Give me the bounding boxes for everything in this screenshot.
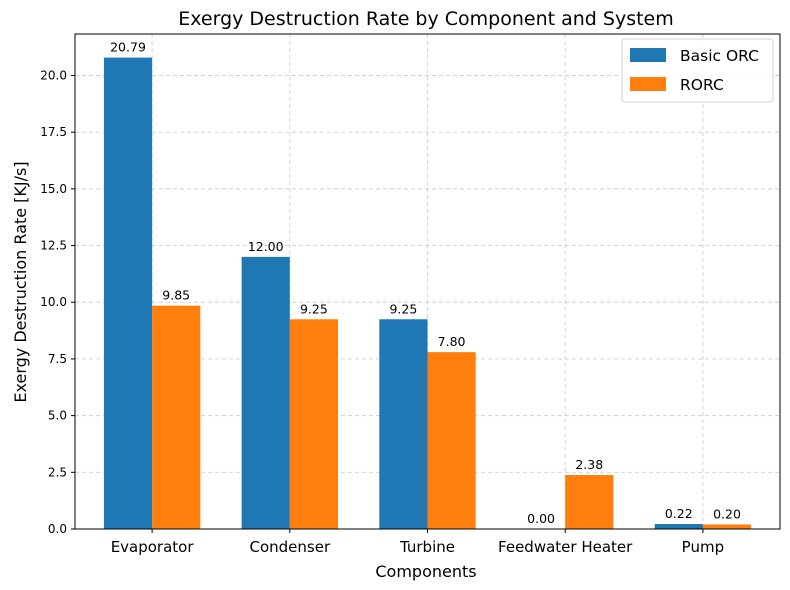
data-labels: 20.79 12.00 9.25 0.00 0.22 9.85 9.25 7.80 2.38 0.… [110,40,741,526]
bar-basic-orc-pump [654,524,703,529]
legend-swatch-rorc [630,77,666,91]
y-tick-label: 10.0 [40,295,67,309]
x-tick-label: Feedwater Heater [498,538,633,556]
x-tick-label: Evaporator [111,538,195,556]
bar-rorc-turbine [427,352,476,529]
legend-label-rorc: RORC [680,76,724,94]
y-tick-label: 0.0 [48,522,67,536]
data-label: 0.00 [527,511,555,526]
bar-basic-orc-condenser [241,256,290,529]
y-tick-label: 20.0 [40,68,67,82]
bar-basic-orc-turbine [379,319,428,529]
data-label: 9.25 [389,301,417,316]
y-tick-label: 7.5 [48,352,67,366]
data-label: 7.80 [438,334,466,349]
data-label: 9.25 [300,301,328,316]
y-tick-label: 2.5 [48,465,67,479]
chart-title: Exergy Destruction Rate by Component and… [178,8,674,30]
y-tick-label: 15.0 [40,182,67,196]
bars [103,57,752,530]
data-label: 0.22 [665,506,693,521]
data-label: 2.38 [575,457,603,472]
bar-rorc-condenser [289,319,338,529]
bar-rorc-evaporator [152,305,201,529]
bar-rorc-feedwater-heater [565,475,614,529]
bar-rorc-pump [702,524,752,529]
data-label: 12.00 [248,239,284,254]
x-tick-label: Turbine [399,538,455,556]
data-label: 20.79 [110,40,146,55]
legend: Basic ORC RORC [621,38,774,103]
x-tick-label: Condenser [249,538,330,556]
legend-swatch-basic-orc [630,48,666,62]
data-label: 0.20 [713,506,741,521]
bar-basic-orc-evaporator [103,57,153,530]
y-axis-title: Exergy Destruction Rate [KJ/s] [11,161,30,402]
x-tick-label: Pump [682,538,724,556]
x-axis-title: Components [375,562,476,581]
legend-label-basic-orc: Basic ORC [680,47,759,65]
y-tick-label: 5.0 [48,409,67,423]
axis-ticks: 0.0 2.5 5.0 7.5 10.0 12.5 15.0 17.5 20.0 Evaporat… [40,68,724,556]
y-tick-label: 17.5 [40,125,67,139]
data-label: 9.85 [162,288,190,303]
y-tick-label: 12.5 [40,239,67,253]
